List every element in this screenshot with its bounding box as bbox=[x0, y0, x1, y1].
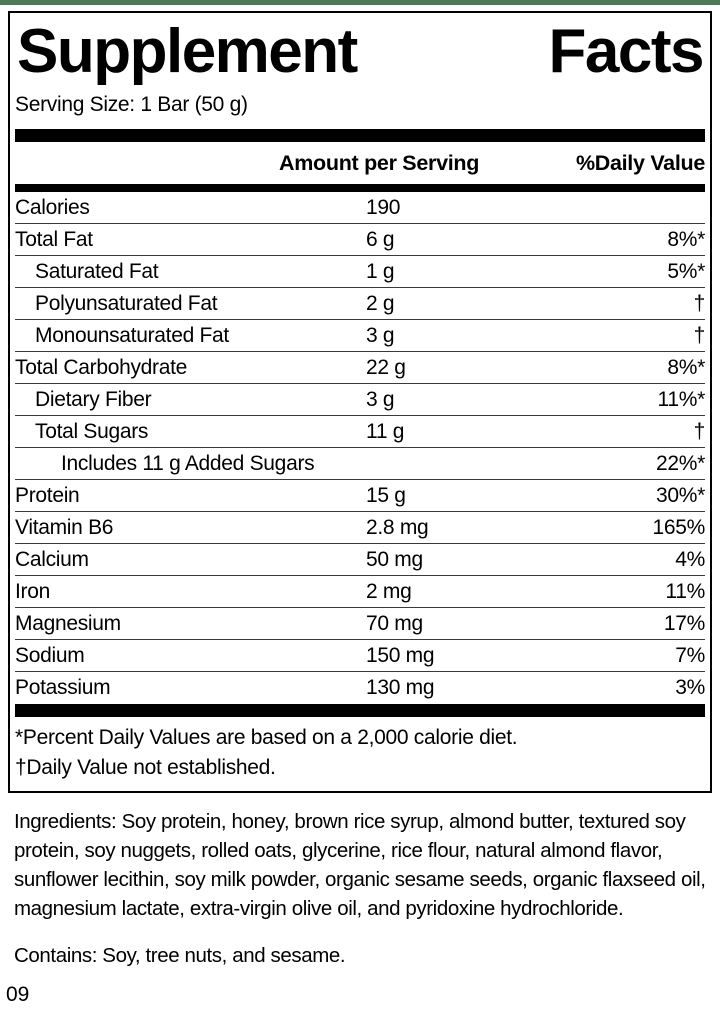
nutrient-row: Total Carbohydrate 22 g 8%* bbox=[15, 352, 705, 385]
divider-bar-top bbox=[15, 129, 705, 143]
nutrient-label: Calories bbox=[15, 195, 90, 219]
serving-size: Serving Size: 1 Bar (50 g) bbox=[15, 93, 248, 117]
nutrient-label: Saturated Fat bbox=[35, 259, 159, 283]
nutrient-amount: 11 g bbox=[366, 419, 405, 443]
footnote-not-established: †Daily Value not established. bbox=[15, 756, 276, 780]
nutrient-amount: 2.8 mg bbox=[366, 515, 429, 539]
column-header-daily-value: %Daily Value bbox=[575, 151, 705, 176]
nutrient-daily-value: † bbox=[693, 323, 706, 347]
nutrient-daily-value: 165% bbox=[652, 515, 705, 539]
nutrient-label: Magnesium bbox=[15, 611, 121, 635]
supplement-facts-label: Supplement Facts Serving Size: 1 Bar (50… bbox=[8, 11, 712, 794]
nutrient-daily-value: 8%* bbox=[667, 227, 705, 251]
nutrient-label: Dietary Fiber bbox=[35, 387, 152, 411]
nutrient-daily-value: 4% bbox=[675, 547, 705, 571]
nutrient-daily-value: 3% bbox=[675, 676, 705, 700]
nutrient-daily-value: 7% bbox=[675, 643, 705, 667]
nutrient-amount: 1 g bbox=[366, 259, 395, 283]
nutrient-amount: 3 g bbox=[366, 387, 395, 411]
column-header-row: Amount per Serving %Daily Value bbox=[15, 142, 705, 184]
label-title: Supplement Facts bbox=[15, 19, 705, 84]
nutrient-amount: 2 g bbox=[366, 291, 395, 315]
nutrient-amount: 15 g bbox=[366, 483, 406, 507]
nutrient-amount: 190 bbox=[366, 195, 401, 219]
nutrient-label: Sodium bbox=[15, 643, 85, 667]
nutrient-amount: 130 mg bbox=[366, 676, 435, 700]
column-header-amount: Amount per Serving bbox=[279, 151, 480, 176]
contains-text: Contains: Soy, tree nuts, and sesame. bbox=[14, 944, 346, 968]
nutrient-daily-value: 30%* bbox=[655, 483, 705, 507]
ingredients-text: Ingredients: Soy protein, honey, brown r… bbox=[14, 810, 706, 921]
nutrient-amount: 3 g bbox=[366, 323, 395, 347]
nutrient-daily-value: 5%* bbox=[667, 259, 705, 283]
nutrient-row: Protein 15 g 30%* bbox=[15, 480, 705, 513]
footer-code: 09 bbox=[6, 983, 30, 1007]
nutrient-label: Iron bbox=[15, 579, 50, 603]
nutrient-daily-value: † bbox=[693, 291, 706, 315]
nutrient-daily-value: 8%* bbox=[667, 355, 705, 379]
nutrient-label: Monounsaturated Fat bbox=[35, 323, 229, 347]
nutrient-row: Vitamin B6 2.8 mg 165% bbox=[15, 512, 705, 545]
nutrient-row: Monounsaturated Fat 3 g † bbox=[15, 320, 706, 353]
nutrient-row: Polyunsaturated Fat 2 g † bbox=[15, 288, 706, 321]
nutrient-row: Saturated Fat 1 g 5%* bbox=[15, 256, 705, 289]
nutrient-label: Total Carbohydrate bbox=[15, 355, 188, 379]
nutrient-amount: 70 mg bbox=[366, 611, 423, 635]
nutrient-daily-value: † bbox=[693, 419, 706, 443]
nutrient-daily-value: 11%* bbox=[657, 387, 706, 411]
divider-bar-bottom bbox=[15, 704, 705, 718]
top-strip bbox=[0, 0, 720, 5]
nutrient-row: Calcium 50 mg 4% bbox=[15, 544, 705, 577]
nutrient-label: Calcium bbox=[15, 547, 89, 571]
nutrient-label: Includes 11 g Added Sugars bbox=[61, 451, 315, 475]
nutrient-amount: 50 mg bbox=[366, 547, 423, 571]
nutrient-daily-value: 22%* bbox=[655, 451, 705, 475]
nutrient-row: Iron 2 mg 11% bbox=[15, 576, 705, 609]
nutrient-label: Vitamin B6 bbox=[15, 515, 114, 539]
divider-bar-header bbox=[15, 184, 705, 193]
footnotes: *Percent Daily Values are based on a 2,0… bbox=[15, 717, 705, 783]
nutrient-label: Total Sugars bbox=[35, 419, 149, 443]
nutrient-row: Total Sugars 11 g † bbox=[15, 416, 706, 449]
nutrient-daily-value: 17% bbox=[663, 611, 705, 635]
nutrient-amount: 150 mg bbox=[366, 643, 435, 667]
nutrient-amount: 6 g bbox=[366, 227, 395, 251]
nutrient-label: Polyunsaturated Fat bbox=[35, 291, 218, 315]
nutrient-row: Calories 190 bbox=[15, 192, 705, 225]
nutrient-row: Sodium 150 mg 7% bbox=[15, 640, 705, 673]
nutrient-amount: 2 mg bbox=[366, 579, 412, 603]
nutrient-daily-value: 11% bbox=[665, 579, 705, 603]
nutrient-row: Dietary Fiber 3 g 11%* bbox=[15, 384, 706, 417]
nutrient-row: Includes 11 g Added Sugars 22%* bbox=[15, 448, 705, 481]
nutrient-row: Magnesium 70 mg 17% bbox=[15, 608, 705, 641]
nutrient-label: Potassium bbox=[15, 676, 111, 700]
nutrient-row: Potassium 130 mg 3% bbox=[15, 672, 705, 704]
title-word-supplement: Supplement bbox=[17, 17, 358, 86]
nutrient-amount: 22 g bbox=[366, 355, 406, 379]
title-word-facts: Facts bbox=[548, 17, 705, 86]
nutrient-row: Total Fat 6 g 8%* bbox=[15, 224, 705, 257]
nutrient-label: Total Fat bbox=[15, 227, 93, 251]
nutrient-rows: Calories 190 Total Fat 6 g 8%* Saturated… bbox=[15, 192, 705, 704]
footnote-daily-value-basis: *Percent Daily Values are based on a 2,0… bbox=[15, 726, 518, 750]
nutrient-label: Protein bbox=[15, 483, 80, 507]
